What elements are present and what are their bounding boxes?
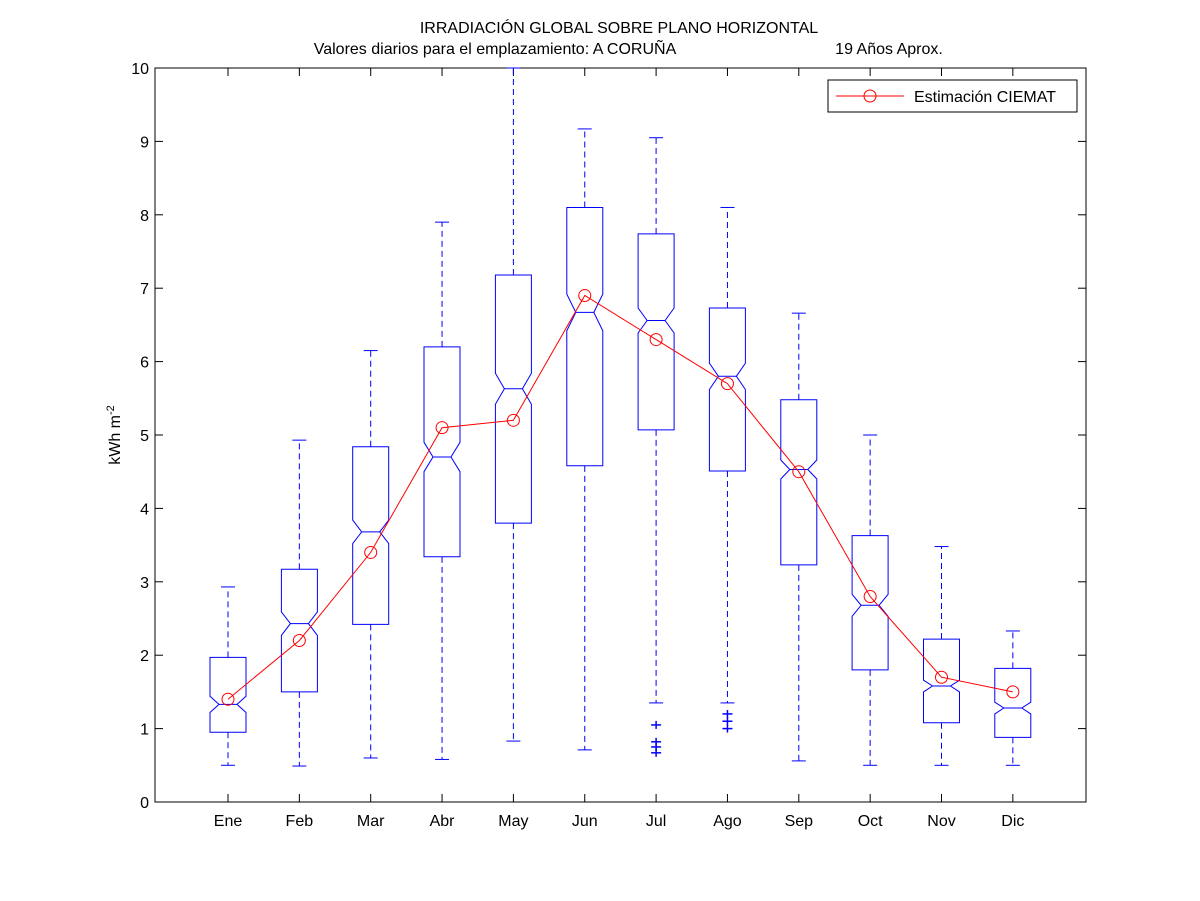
notched-box xyxy=(494,274,532,524)
notched-box xyxy=(851,535,889,671)
chart-title: IRRADIACIÓN GLOBAL SOBRE PLANO HORIZONTA… xyxy=(420,18,818,37)
chart-subtitle-years: 19 Años Aprox. xyxy=(835,41,943,58)
y-axis-label-superscript: -2 xyxy=(105,405,117,415)
y-axis-label-text: kWh m xyxy=(107,415,124,465)
estimate-point-nov xyxy=(935,670,948,684)
estimate-point-abr xyxy=(435,421,449,435)
y-tick-label: 10 xyxy=(131,61,149,78)
x-tick-label: Feb xyxy=(286,813,314,830)
box-plots xyxy=(209,67,1032,767)
estimate-point-oct xyxy=(863,589,877,603)
x-tick-label: Abr xyxy=(430,813,456,830)
legend-marker-swatch xyxy=(863,89,877,103)
y-tick-label: 8 xyxy=(140,208,149,225)
legend: Estimación CIEMAT xyxy=(827,79,1078,113)
estimate-line-series xyxy=(221,289,1020,706)
box-plot-sep xyxy=(780,312,818,762)
legend-label-estimate: Estimación CIEMAT xyxy=(914,89,1056,106)
estimate-point-sep xyxy=(792,465,806,479)
estimate-point-jun xyxy=(578,289,592,303)
x-tick-label: Nov xyxy=(927,813,955,830)
notched-box xyxy=(637,233,675,431)
notched-box xyxy=(780,399,818,566)
box-plot-jul xyxy=(637,137,675,757)
box-plot-nov xyxy=(923,546,960,766)
notched-box xyxy=(923,638,960,724)
y-tick-label: 3 xyxy=(140,575,149,592)
x-tick-label: Dic xyxy=(1001,813,1024,830)
box-plot-ene xyxy=(209,586,247,766)
notched-box xyxy=(566,207,604,467)
box-plot-mar xyxy=(352,350,390,759)
y-tick-label: 9 xyxy=(140,134,149,151)
x-tick-label: Mar xyxy=(357,813,385,830)
box-plot-jun xyxy=(566,128,604,751)
notched-box xyxy=(423,346,461,558)
estimate-point-ago xyxy=(720,377,734,391)
x-tick-label: Sep xyxy=(785,813,814,830)
box-plot-dic xyxy=(994,630,1032,766)
y-tick-label: 0 xyxy=(140,795,149,812)
estimate-line xyxy=(227,294,1013,700)
y-axis-label: kWh m-2 xyxy=(105,405,124,465)
chart-subtitle-location: Valores diarios para el emplazamiento: A… xyxy=(314,38,677,58)
x-tick-label: Ene xyxy=(214,813,243,830)
y-tick-label: 5 xyxy=(140,428,149,445)
y-tick-label: 7 xyxy=(140,281,149,298)
x-tick-label: Oct xyxy=(858,813,883,830)
box-plot-oct xyxy=(851,434,889,766)
notched-box xyxy=(994,667,1032,738)
x-tick-label: Jul xyxy=(646,813,666,830)
notched-box xyxy=(209,656,247,733)
y-tick-label: 6 xyxy=(140,355,149,372)
notched-box xyxy=(708,307,746,472)
notched-box xyxy=(280,568,318,693)
box-plot-feb xyxy=(280,439,318,767)
x-tick-label: May xyxy=(498,813,528,830)
estimate-point-jul xyxy=(649,333,663,347)
x-tick-label: Jun xyxy=(572,813,598,830)
box-plot-may xyxy=(494,67,532,742)
notched-box xyxy=(352,446,390,625)
y-tick-label: 1 xyxy=(140,722,149,739)
x-tick-label: Ago xyxy=(713,813,742,830)
estimate-point-mar xyxy=(364,545,378,559)
y-tick-label: 2 xyxy=(140,648,149,665)
y-tick-label: 4 xyxy=(140,501,149,518)
box-plot-ago xyxy=(708,206,746,733)
estimate-point-ene xyxy=(221,692,235,706)
estimate-point-feb xyxy=(292,634,306,648)
estimate-point-may xyxy=(506,413,520,427)
estimate-point-dic xyxy=(1006,685,1020,699)
box-plot-abr xyxy=(423,221,461,760)
axis-ticks: 0 1 2 3 4 5 6 7 8 9 10 Ene Feb Mar Abr May Jun Jul Ago Sep O… xyxy=(131,61,1086,830)
